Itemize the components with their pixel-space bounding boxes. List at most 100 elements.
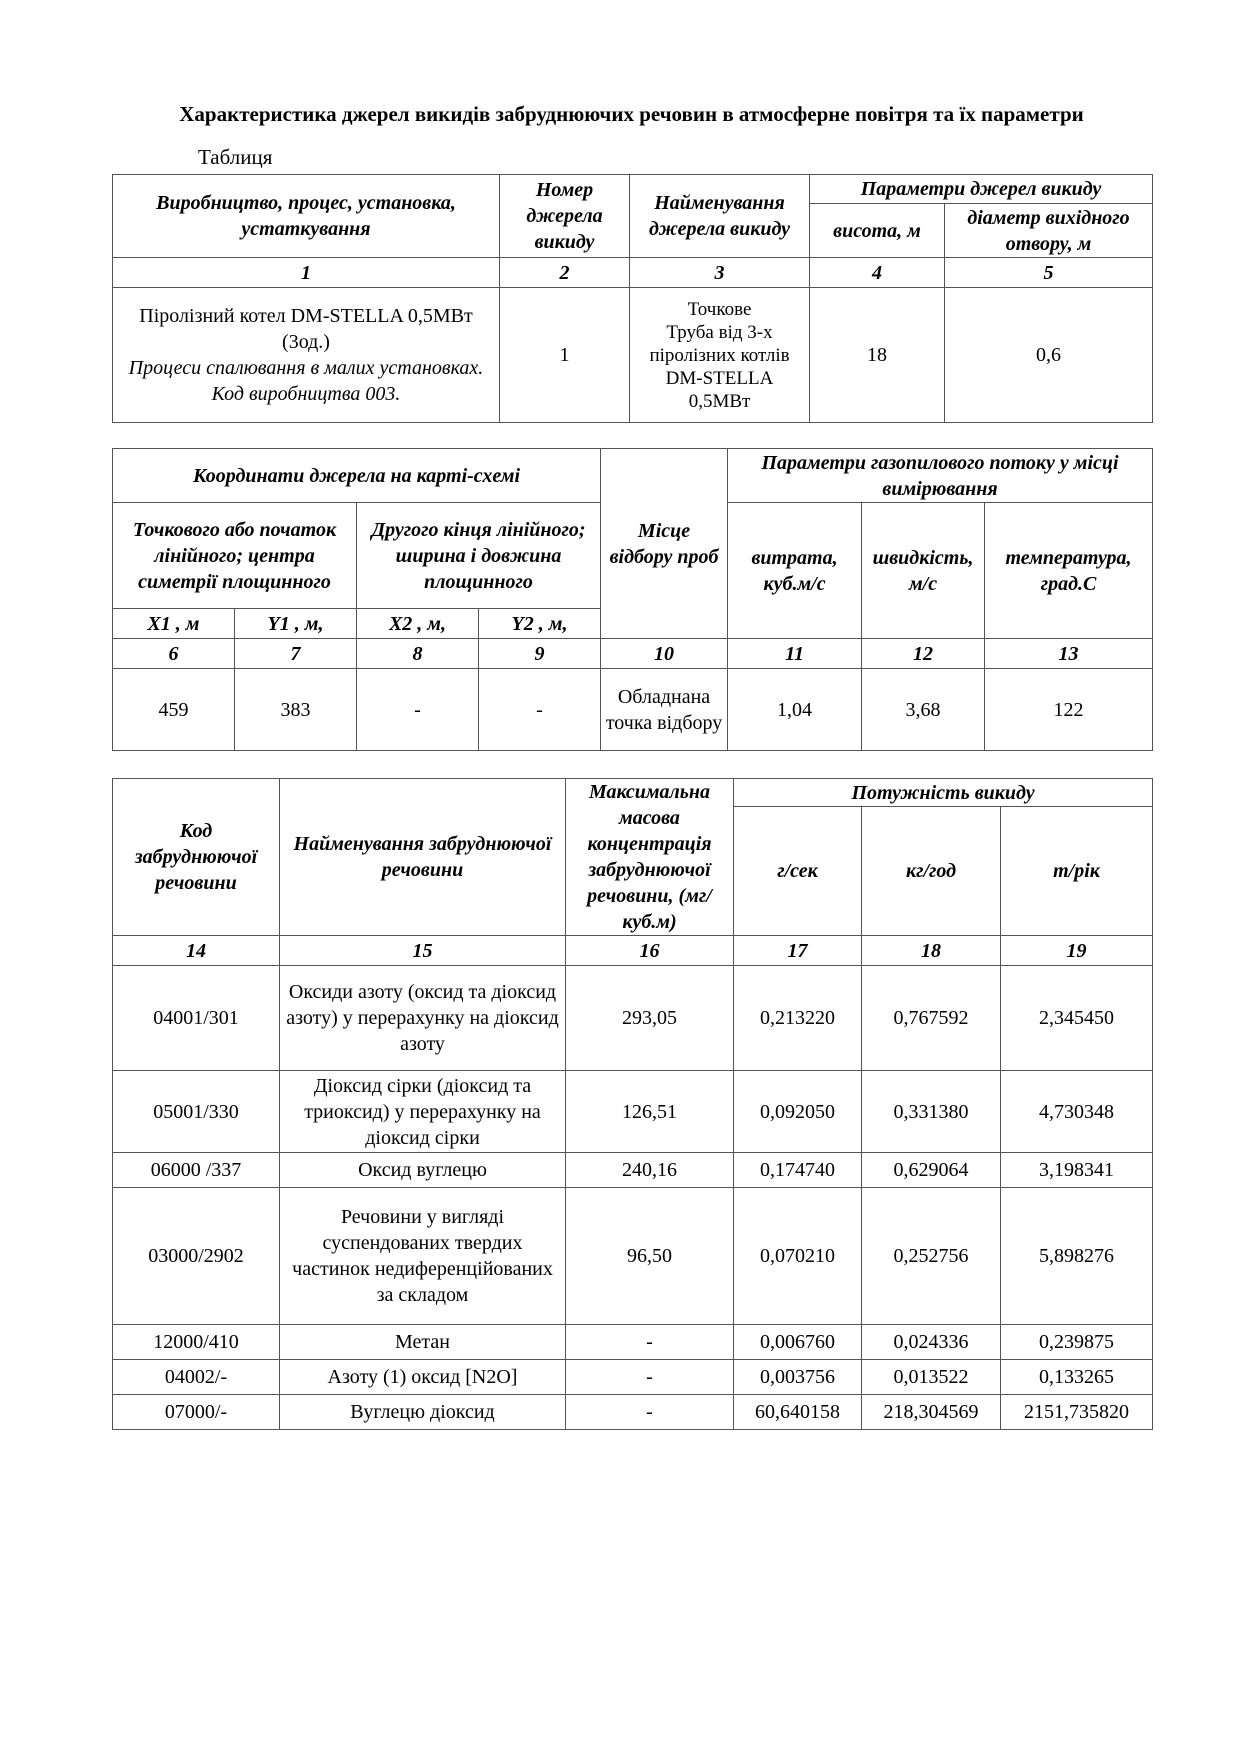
- column-numbers-row: 14 15 16 17 18 19: [112, 935, 1154, 966]
- emission-t-per-year: 4,730348: [999, 1070, 1154, 1153]
- header-pollutant-name: Найменування забруднюючої речовини: [279, 778, 566, 936]
- production-cell: Піролізний котел DM-STELLA 0,5МВт (3од.)…: [112, 287, 500, 423]
- emission-g-per-sec: 0,213220: [733, 965, 862, 1071]
- table-row: 03000/2902 Речовини у вигляді суспендован…: [112, 1187, 1154, 1325]
- col-number: 14: [112, 935, 280, 966]
- col-number: 7: [234, 638, 357, 669]
- header-max-concentration: Максимальна масова концентрація забрудню…: [565, 778, 734, 936]
- x2-value: -: [356, 668, 479, 751]
- table-row: 05001/330 Діоксид сірки (діоксид та триок…: [112, 1070, 1154, 1153]
- header-source-params: Параметри джерел викиду: [809, 174, 1153, 204]
- col-number: 1: [112, 257, 500, 288]
- col-number: 10: [600, 638, 729, 669]
- emission-kg-per-hour: 0,024336: [861, 1324, 1001, 1360]
- col-number: 2: [499, 257, 630, 288]
- document-title: Характеристика джерел викидів забруднююч…: [179, 102, 1084, 126]
- header-coordinates: Координати джерела на карті-схемі: [111, 448, 602, 503]
- emission-kg-per-hour: 218,304569: [861, 1394, 1001, 1430]
- x1-value: 459: [112, 668, 235, 751]
- emission-kg-per-hour: 0,331380: [861, 1070, 1001, 1153]
- pollutant-name: Речовини у вигляді суспендованих твердих…: [279, 1187, 566, 1325]
- header-sampling-place: Місце відбору проб: [600, 448, 729, 639]
- table-row: Піролізний котел DM-STELLA 0,5МВт (3од.)…: [112, 287, 1153, 423]
- source-description: Труба від 3-х піролізних котлів DM-STELL…: [649, 321, 790, 412]
- flow-rate-value: 1,04: [727, 668, 863, 751]
- header-height: висота, м: [809, 203, 945, 258]
- header-production: Виробництво, процес, установка, устаткув…: [112, 174, 500, 258]
- emission-t-per-year: 0,239875: [999, 1324, 1154, 1360]
- y2-value: -: [477, 668, 602, 751]
- col-number: 11: [727, 638, 863, 669]
- coordinates-table: Координати джерела на карті-схемі Місце …: [111, 448, 1154, 751]
- pollutant-code: 04002/-: [112, 1359, 280, 1395]
- col-number: 6: [112, 638, 235, 669]
- emission-t-per-year: 5,898276: [999, 1187, 1154, 1325]
- pollutant-code: 04001/301: [112, 965, 280, 1071]
- production-name: Піролізний котел DM-STELLA 0,5МВт (3од.): [139, 305, 473, 353]
- header-flow-params: Параметри газопилового потоку у місці ви…: [727, 448, 1154, 503]
- header-y1: Y1 , м,: [234, 608, 357, 639]
- source-height: 18: [809, 287, 945, 423]
- pollutant-code: 03000/2902: [112, 1187, 280, 1325]
- pollutant-name: Метан: [279, 1324, 566, 1360]
- col-number: 12: [861, 638, 986, 669]
- source-number: 1: [499, 287, 630, 423]
- header-flow-rate: витрата, куб.м/с: [727, 502, 863, 639]
- pollutant-code: 12000/410: [112, 1324, 280, 1360]
- header-other-end: Другого кінця лінійного; ширина і довжин…: [355, 502, 602, 609]
- emission-t-per-year: 2,345450: [999, 965, 1154, 1071]
- max-concentration: -: [565, 1394, 734, 1430]
- header-temperature: температура, град.С: [984, 502, 1154, 639]
- header-x2: X2 , м,: [356, 608, 479, 639]
- pollutant-name: Діоксид сірки (діоксид та триоксид) у пе…: [279, 1070, 566, 1153]
- header-g-per-sec: г/сек: [733, 806, 862, 936]
- source-diameter: 0,6: [944, 287, 1153, 423]
- pollutant-name: Оксиди азоту (оксид та діоксид азоту) у …: [279, 965, 566, 1071]
- col-number: 9: [477, 638, 602, 669]
- emission-kg-per-hour: 0,767592: [861, 965, 1001, 1071]
- pollutant-code: 07000/-: [112, 1394, 280, 1430]
- max-concentration: -: [565, 1359, 734, 1395]
- speed-value: 3,68: [861, 668, 986, 751]
- column-numbers-row: 1 2 3 4 5: [112, 257, 1153, 288]
- y1-value: 383: [234, 668, 357, 751]
- table-row: 04002/- Азоту (1) оксид [N2O] -0,003756 0,0…: [112, 1359, 1154, 1395]
- pollutant-code: 05001/330: [112, 1070, 280, 1153]
- header-x1: X1 , м: [112, 608, 235, 639]
- emission-kg-per-hour: 0,629064: [861, 1152, 1001, 1188]
- max-concentration: 240,16: [565, 1152, 734, 1188]
- col-number: 15: [279, 935, 566, 966]
- header-diameter: діаметр вихідного отвору, м: [944, 203, 1153, 258]
- header-point-coords: Точкового або початок лінійного; центра …: [112, 502, 357, 609]
- max-concentration: 126,51: [565, 1070, 734, 1153]
- col-number: 19: [999, 935, 1154, 966]
- col-number: 18: [861, 935, 1001, 966]
- sampling-place-value: Обладнана точка відбору: [600, 668, 729, 751]
- source-type: Точкове: [687, 298, 752, 320]
- header-emission-power: Потужність викиду: [732, 778, 1154, 807]
- pollutant-code: 06000 /337: [112, 1152, 280, 1188]
- emission-g-per-sec: 0,003756: [733, 1359, 862, 1395]
- table-label: Таблиця: [198, 145, 273, 169]
- max-concentration: 96,50: [565, 1187, 734, 1325]
- header-kg-per-hour: кг/год: [861, 806, 1001, 936]
- header-t-per-year: т/рік: [999, 806, 1154, 936]
- table-row: 07000/- Вуглецю діоксид -60,640158 218,3045…: [112, 1394, 1154, 1430]
- emission-t-per-year: 2151,735820: [999, 1394, 1154, 1430]
- emission-kg-per-hour: 0,013522: [861, 1359, 1001, 1395]
- header-source-number: Номер джерела викиду: [499, 174, 630, 258]
- sources-table: Виробництво, процес, установка, устаткув…: [112, 174, 1153, 423]
- header-y2: Y2 , м,: [477, 608, 602, 639]
- column-numbers-row: 6 7 8 9 10 11 12 13: [112, 638, 1154, 669]
- col-number: 16: [565, 935, 734, 966]
- emission-g-per-sec: 0,092050: [733, 1070, 862, 1153]
- header-speed: швидкість, м/с: [861, 502, 986, 639]
- col-number: 5: [944, 257, 1153, 288]
- emission-g-per-sec: 60,640158: [733, 1394, 862, 1430]
- max-concentration: 293,05: [565, 965, 734, 1071]
- col-number: 4: [809, 257, 945, 288]
- process-description: Процеси спалювання в малих установках.: [128, 357, 484, 379]
- col-number: 3: [629, 257, 810, 288]
- col-number: 13: [984, 638, 1154, 669]
- header-pollutant-code: Код забруднюючої речовини: [112, 778, 280, 936]
